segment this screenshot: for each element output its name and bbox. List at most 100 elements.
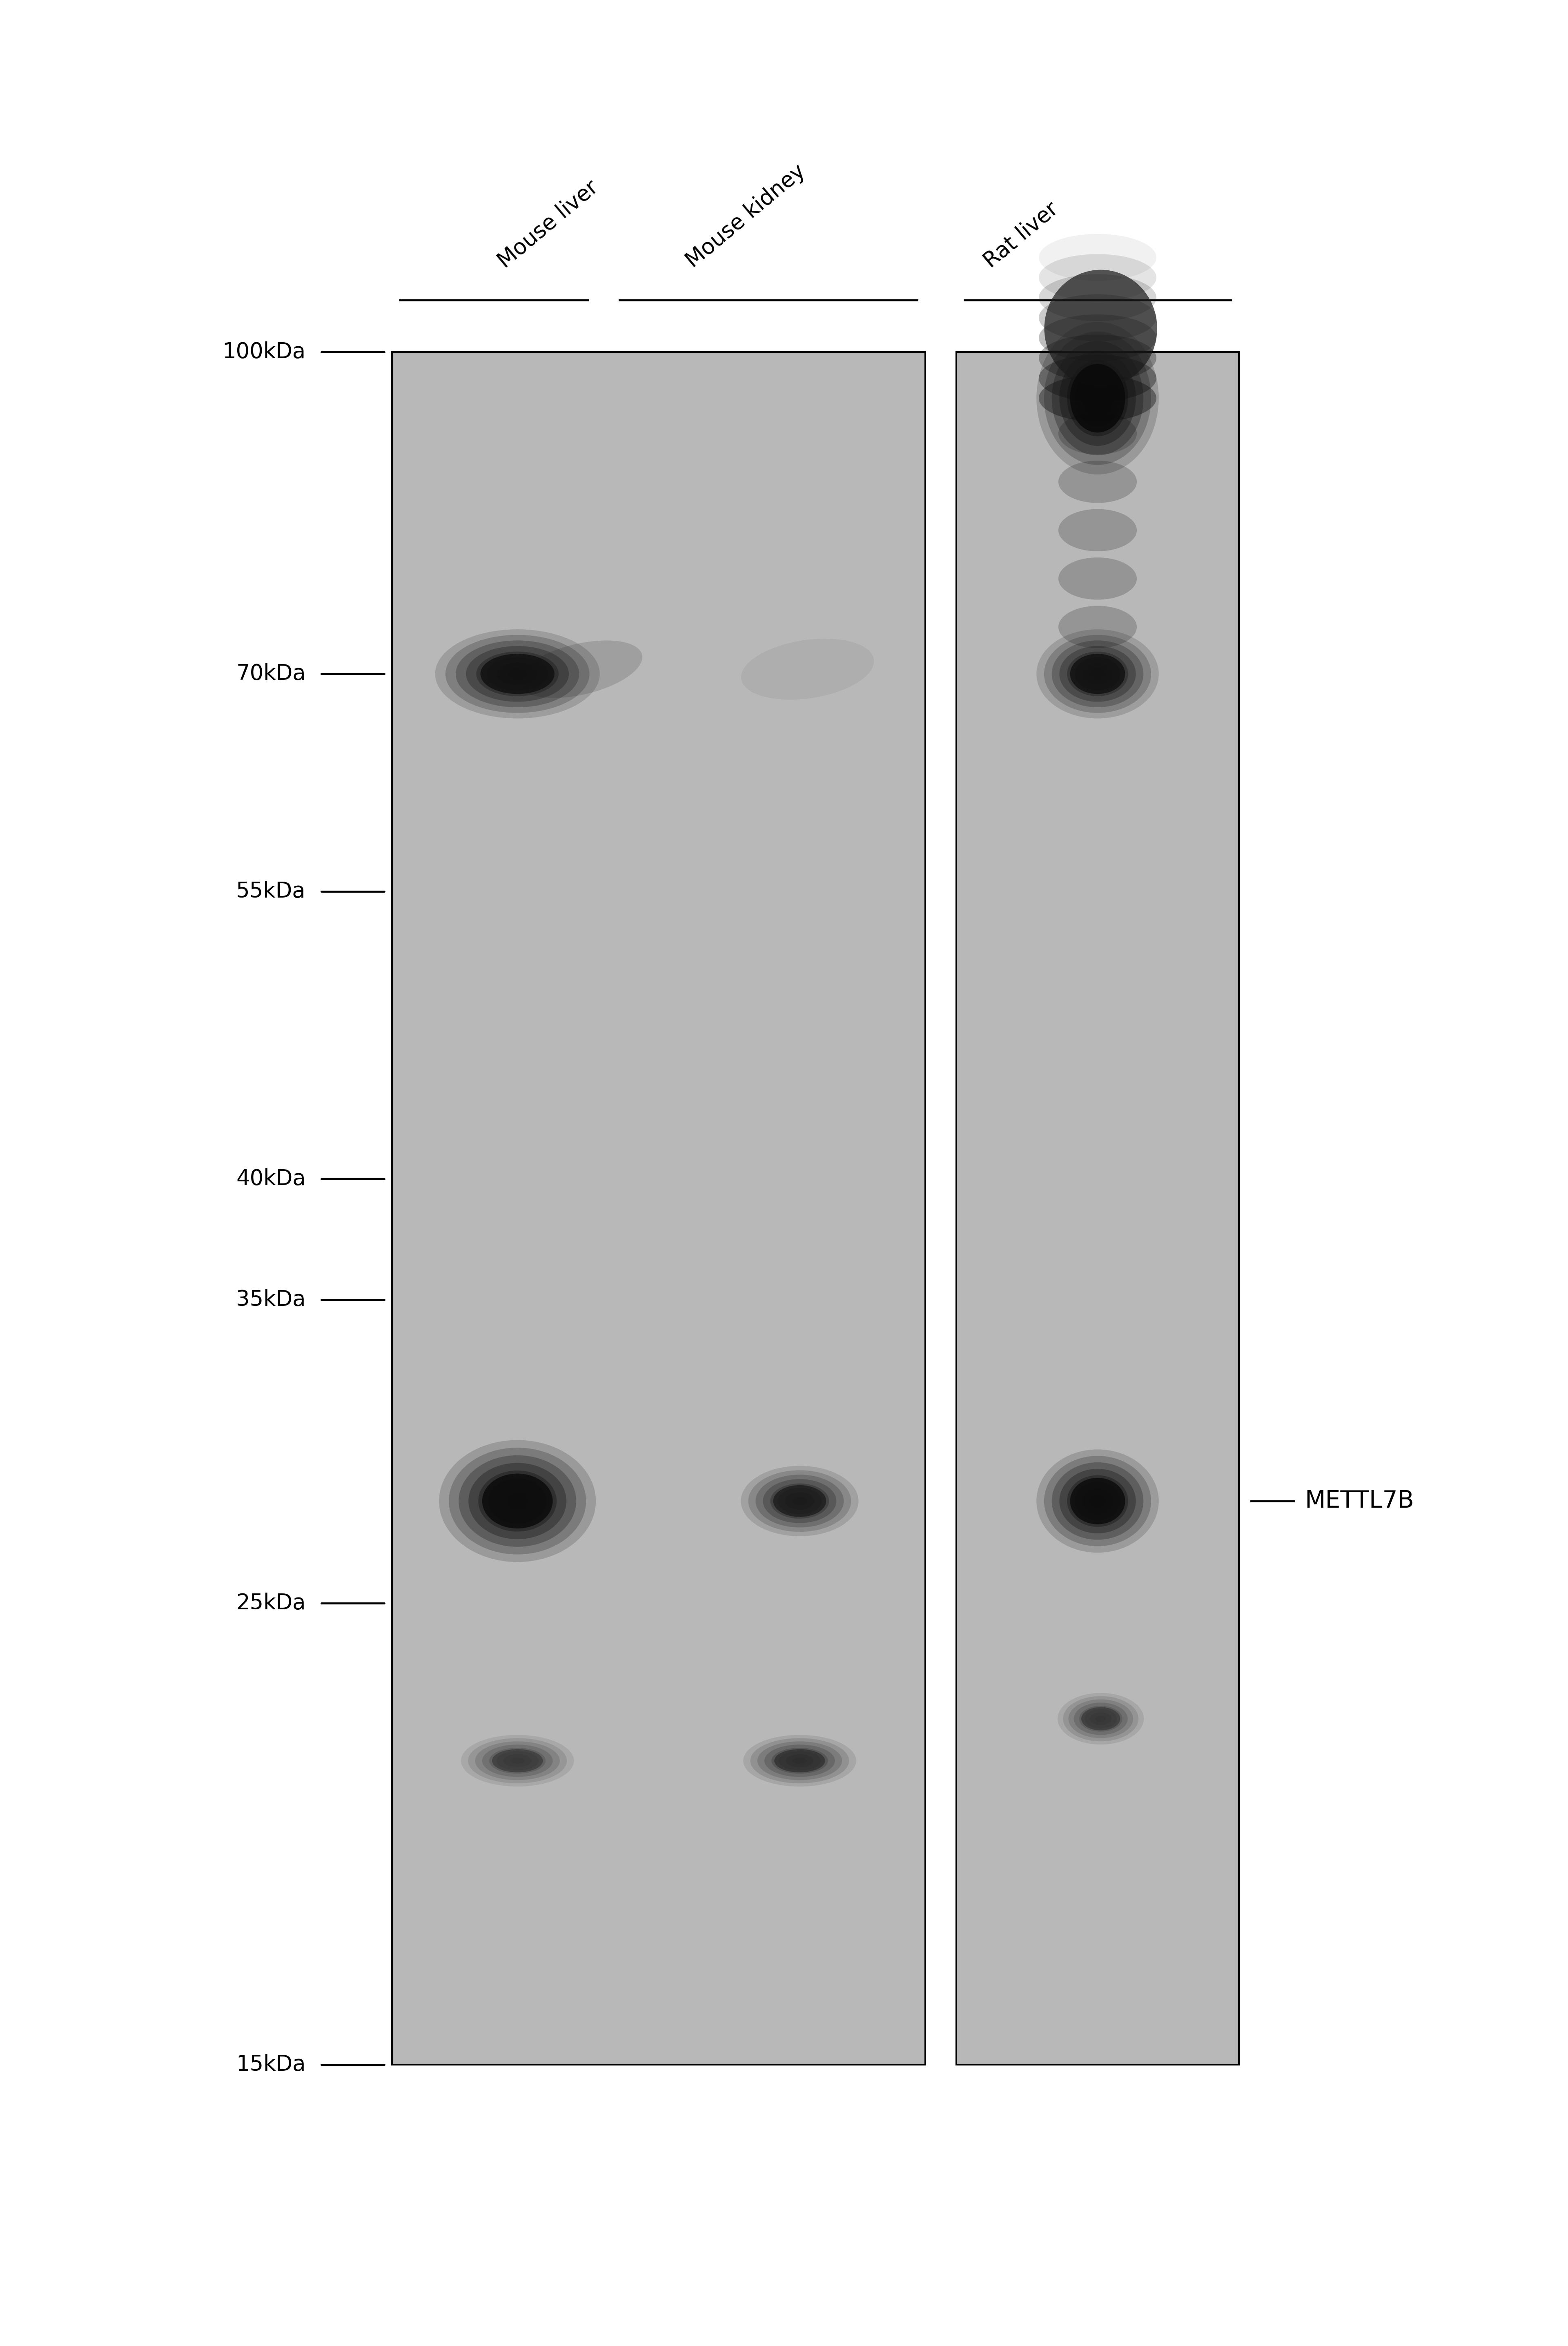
Ellipse shape	[511, 1757, 524, 1764]
Text: METTL7B: METTL7B	[1305, 1490, 1414, 1513]
Ellipse shape	[1038, 235, 1157, 282]
Ellipse shape	[1082, 662, 1113, 685]
Ellipse shape	[756, 1476, 844, 1527]
Bar	[956, 352, 1239, 2064]
Ellipse shape	[495, 1750, 539, 1771]
Ellipse shape	[792, 1757, 806, 1764]
Ellipse shape	[773, 1485, 826, 1518]
Ellipse shape	[1085, 1710, 1116, 1729]
Ellipse shape	[786, 1492, 814, 1511]
Ellipse shape	[1082, 1487, 1113, 1513]
Ellipse shape	[740, 1466, 858, 1537]
Text: 15kDa: 15kDa	[237, 2053, 306, 2076]
Ellipse shape	[742, 638, 873, 699]
Ellipse shape	[1044, 270, 1157, 387]
Text: Mouse liver: Mouse liver	[494, 176, 602, 272]
Ellipse shape	[1052, 340, 1143, 455]
Ellipse shape	[469, 1464, 566, 1539]
Ellipse shape	[475, 1741, 560, 1781]
Ellipse shape	[1038, 274, 1157, 321]
Text: Mouse kidney: Mouse kidney	[682, 160, 809, 272]
Ellipse shape	[1057, 1694, 1143, 1745]
Ellipse shape	[1068, 1699, 1134, 1738]
Ellipse shape	[1060, 350, 1135, 446]
Ellipse shape	[1063, 1696, 1138, 1741]
Ellipse shape	[748, 1471, 851, 1532]
Text: Rat liver: Rat liver	[980, 197, 1063, 272]
Ellipse shape	[461, 1736, 574, 1788]
Text: 40kDa: 40kDa	[237, 1168, 306, 1189]
Ellipse shape	[1082, 1708, 1120, 1731]
Ellipse shape	[1038, 253, 1157, 300]
Ellipse shape	[1069, 364, 1126, 432]
Ellipse shape	[770, 1483, 829, 1518]
Ellipse shape	[1058, 558, 1137, 601]
Ellipse shape	[786, 1755, 814, 1767]
Ellipse shape	[467, 1738, 568, 1783]
Ellipse shape	[477, 652, 558, 697]
Ellipse shape	[1096, 1715, 1105, 1722]
Ellipse shape	[448, 1447, 586, 1555]
Ellipse shape	[1044, 331, 1151, 465]
Ellipse shape	[764, 1478, 836, 1523]
Ellipse shape	[778, 1750, 822, 1771]
Ellipse shape	[1038, 335, 1157, 382]
Ellipse shape	[1079, 1706, 1123, 1731]
Ellipse shape	[458, 1455, 577, 1546]
Ellipse shape	[1036, 629, 1159, 718]
Ellipse shape	[1058, 509, 1137, 551]
Ellipse shape	[1052, 640, 1143, 706]
Ellipse shape	[1038, 375, 1157, 422]
Text: 100kDa: 100kDa	[223, 340, 306, 364]
Ellipse shape	[778, 1487, 822, 1513]
Text: 70kDa: 70kDa	[237, 664, 306, 685]
Ellipse shape	[1052, 1462, 1143, 1539]
Ellipse shape	[771, 1748, 828, 1774]
Ellipse shape	[506, 669, 528, 680]
Ellipse shape	[1036, 1450, 1159, 1553]
Ellipse shape	[499, 1485, 536, 1516]
Ellipse shape	[1058, 460, 1137, 502]
Text: 55kDa: 55kDa	[237, 882, 306, 903]
Ellipse shape	[1066, 1476, 1129, 1527]
Ellipse shape	[1066, 359, 1129, 436]
Ellipse shape	[1066, 652, 1129, 697]
Ellipse shape	[1060, 1469, 1135, 1534]
Ellipse shape	[1038, 293, 1157, 340]
Ellipse shape	[1090, 1494, 1105, 1508]
Ellipse shape	[1036, 321, 1159, 474]
Ellipse shape	[489, 1748, 546, 1774]
Ellipse shape	[1044, 636, 1151, 713]
Ellipse shape	[445, 636, 590, 713]
Ellipse shape	[1090, 389, 1105, 408]
Ellipse shape	[492, 1750, 543, 1771]
Ellipse shape	[439, 1440, 596, 1562]
Ellipse shape	[1074, 1703, 1127, 1736]
Ellipse shape	[517, 640, 643, 697]
Ellipse shape	[1069, 655, 1126, 694]
Ellipse shape	[456, 640, 579, 706]
Ellipse shape	[1074, 371, 1121, 427]
Ellipse shape	[488, 1478, 547, 1525]
Ellipse shape	[1038, 354, 1157, 401]
Ellipse shape	[508, 1494, 527, 1508]
Ellipse shape	[478, 1471, 557, 1532]
Ellipse shape	[483, 1745, 554, 1776]
Ellipse shape	[1090, 1713, 1112, 1724]
Ellipse shape	[1082, 380, 1113, 418]
Ellipse shape	[1069, 1478, 1126, 1525]
Text: 35kDa: 35kDa	[237, 1288, 306, 1309]
Ellipse shape	[775, 1750, 825, 1771]
Ellipse shape	[434, 629, 601, 718]
Ellipse shape	[1038, 314, 1157, 361]
Ellipse shape	[483, 1473, 554, 1530]
Bar	[392, 352, 925, 2064]
Ellipse shape	[1090, 669, 1105, 680]
Ellipse shape	[503, 1755, 532, 1767]
Ellipse shape	[764, 1745, 836, 1776]
Ellipse shape	[497, 662, 538, 685]
Ellipse shape	[486, 657, 549, 690]
Text: 25kDa: 25kDa	[237, 1593, 306, 1614]
Ellipse shape	[1058, 413, 1137, 455]
Ellipse shape	[1074, 1483, 1121, 1520]
